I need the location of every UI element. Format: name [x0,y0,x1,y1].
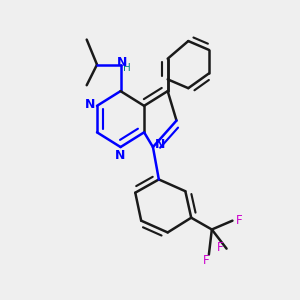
Text: F: F [202,254,209,267]
Text: N: N [155,138,166,151]
Text: H: H [123,63,130,73]
Text: N: N [116,149,126,162]
Text: N: N [117,56,127,69]
Text: F: F [217,241,224,254]
Text: N: N [85,98,95,111]
Text: F: F [236,214,242,227]
